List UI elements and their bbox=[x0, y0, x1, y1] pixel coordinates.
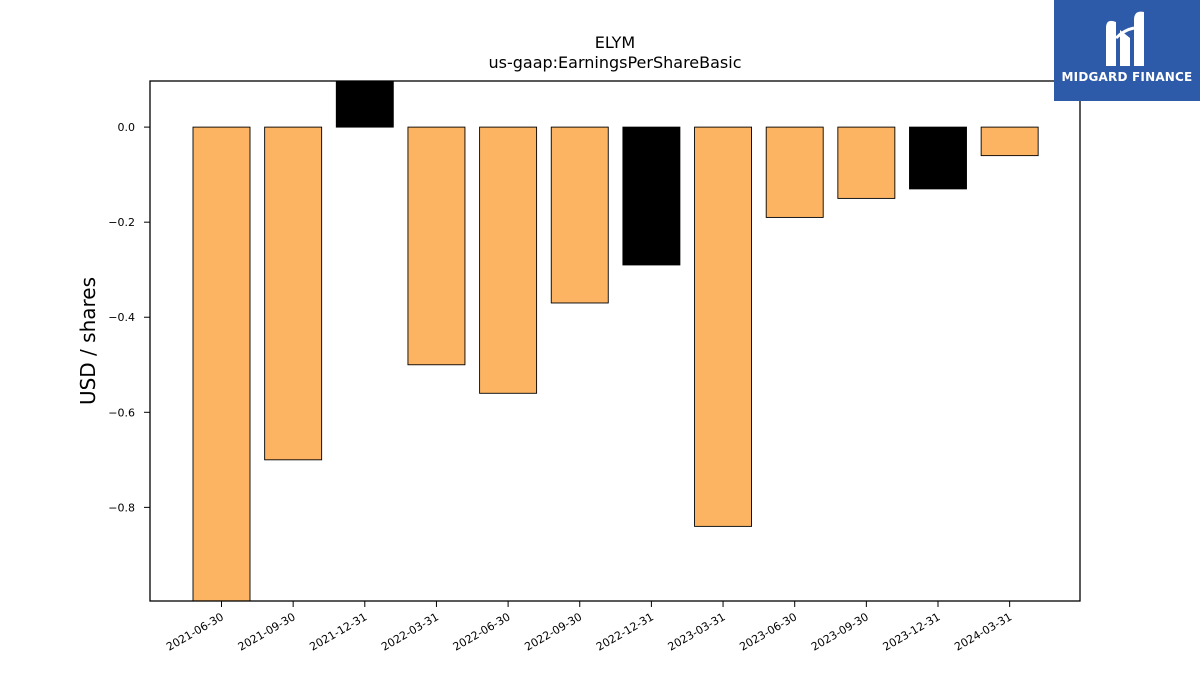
midgard-logo-icon bbox=[1106, 11, 1144, 66]
y-tick-label: −0.2 bbox=[108, 216, 135, 229]
bar-2023-12-31 bbox=[909, 126, 967, 190]
chart-title: ELYM bbox=[595, 33, 635, 52]
y-tick-label: 0.0 bbox=[118, 121, 136, 134]
x-tick-label: 2023-06-30 bbox=[737, 610, 799, 653]
x-tick-label: 2023-09-30 bbox=[809, 610, 871, 653]
x-tick-label: 2022-12-31 bbox=[594, 610, 656, 653]
bar-2021-12-31 bbox=[335, 80, 394, 128]
x-tick-label: 2021-09-30 bbox=[236, 610, 298, 653]
y-tick-label: −0.6 bbox=[108, 406, 135, 419]
y-tick-label: −0.8 bbox=[108, 501, 135, 514]
x-tick-label: 2023-12-31 bbox=[881, 610, 943, 653]
x-tick-label: 2021-06-30 bbox=[164, 610, 226, 653]
bar-2021-09-30 bbox=[264, 126, 323, 461]
brand-logo: MIDGARD FINANCE bbox=[1054, 0, 1200, 101]
y-tick-label: −0.4 bbox=[108, 311, 135, 324]
y-axis-label: USD / shares bbox=[76, 277, 100, 405]
brand-name: MIDGARD FINANCE bbox=[1061, 70, 1193, 84]
bar-2022-12-31 bbox=[622, 126, 681, 266]
bar-2023-06-30 bbox=[765, 126, 824, 218]
x-tick-label: 2023-03-31 bbox=[666, 610, 728, 653]
bar-2022-09-30 bbox=[550, 126, 609, 304]
bar-2022-06-30 bbox=[479, 126, 538, 394]
x-tick-label: 2022-06-30 bbox=[451, 610, 513, 653]
x-tick-label: 2022-09-30 bbox=[522, 610, 584, 653]
x-tick-label: 2021-12-31 bbox=[307, 610, 369, 653]
bar-2024-03-31 bbox=[980, 126, 1039, 157]
bar-2021-06-30 bbox=[192, 126, 251, 602]
bar-2022-03-31 bbox=[407, 126, 466, 366]
x-tick-label: 2022-03-31 bbox=[379, 610, 441, 653]
y-ticks-group: 0.0 −0.2 −0.4 −0.6 −0.8 bbox=[108, 121, 150, 514]
x-ticks-group: 2021-06-30 2021-09-30 2021-12-31 2022-03-31… bbox=[164, 601, 1014, 654]
bars-group bbox=[192, 80, 1039, 602]
chart-subtitle: us-gaap:EarningsPerShareBasic bbox=[488, 53, 741, 72]
plot-frame bbox=[149, 80, 1081, 602]
bar-2023-03-31 bbox=[694, 126, 752, 527]
x-tick-label: 2024-03-31 bbox=[952, 610, 1014, 653]
bar-2023-09-30 bbox=[837, 126, 896, 199]
